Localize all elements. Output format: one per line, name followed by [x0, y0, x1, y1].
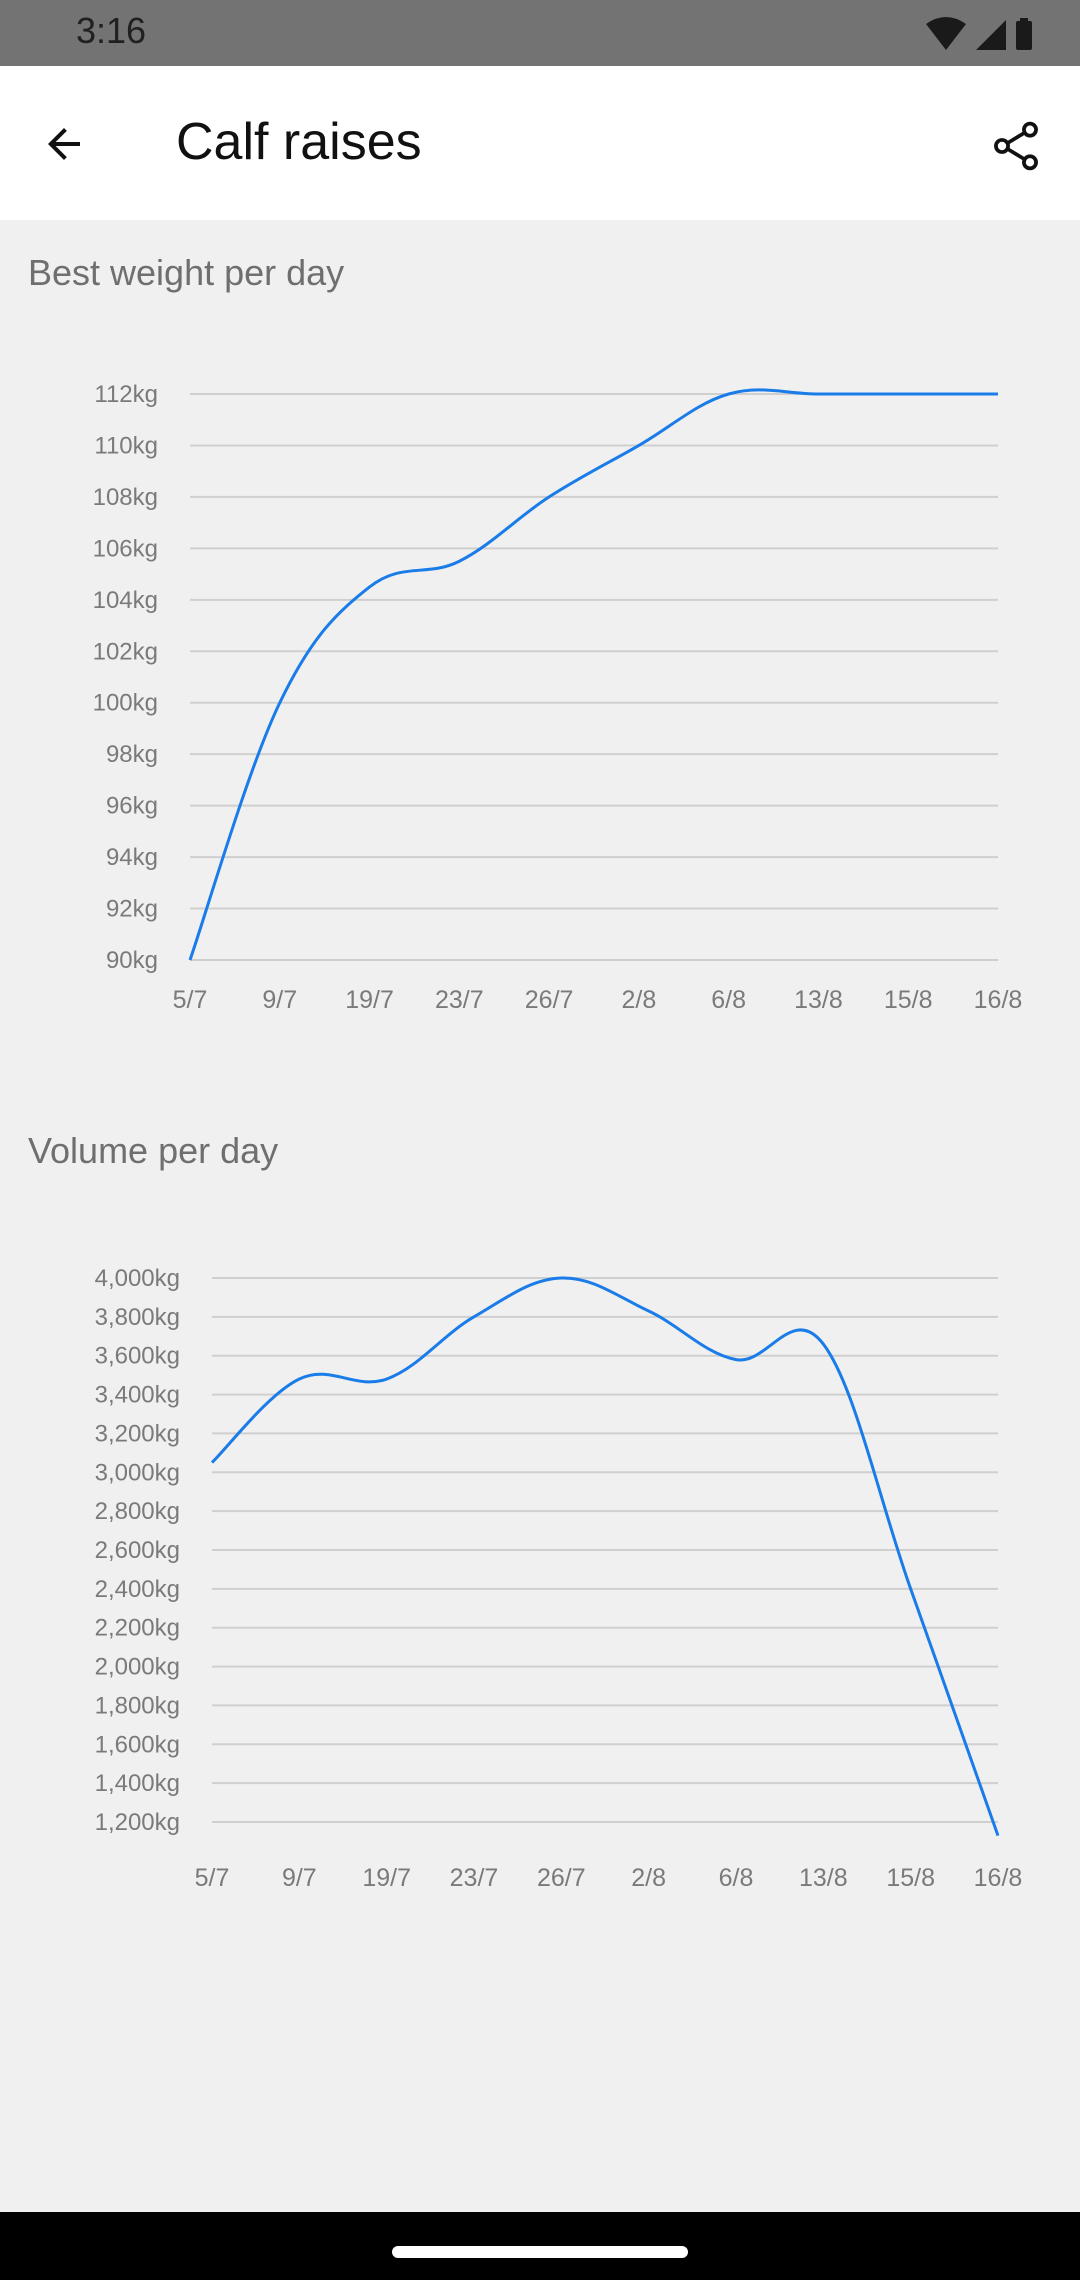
y-tick-label: 2,600kg	[95, 1537, 180, 1564]
series-line	[210, 1276, 1000, 1837]
x-tick-label: 26/7	[537, 1864, 586, 1892]
x-tick-label: 15/8	[886, 1864, 935, 1892]
home-gesture-pill[interactable]	[392, 2246, 688, 2258]
y-tick-label: 4,000kg	[95, 1265, 180, 1292]
status-icons	[926, 17, 1032, 50]
x-tick-label: 6/8	[711, 986, 746, 1014]
x-tick-label: 5/7	[173, 986, 208, 1014]
y-tick-label: 102kg	[93, 638, 158, 665]
x-tick-label: 19/7	[362, 1864, 411, 1892]
x-tick-label: 16/8	[974, 986, 1023, 1014]
y-tick-label: 100kg	[93, 690, 158, 717]
battery-icon	[1016, 18, 1032, 50]
series-line	[188, 388, 998, 961]
y-tick-label: 98kg	[106, 741, 158, 768]
x-tick-label: 9/7	[282, 1864, 317, 1892]
x-tick-label: 2/8	[622, 986, 657, 1014]
x-tick-label: 13/8	[799, 1864, 848, 1892]
chart-title-best-weight: Best weight per day	[28, 252, 345, 293]
app-bar: Calf raises	[0, 66, 1080, 220]
y-tick-label: 3,200kg	[95, 1420, 180, 1447]
y-tick-label: 3,600kg	[95, 1343, 180, 1370]
signal-icon	[976, 20, 1006, 50]
page-title: Calf raises	[176, 113, 422, 171]
y-tick-label: 2,800kg	[95, 1498, 180, 1525]
x-tick-label: 15/8	[884, 986, 933, 1014]
y-tick-label: 96kg	[106, 793, 158, 820]
back-button[interactable]	[28, 108, 100, 180]
y-tick-label: 3,400kg	[95, 1382, 180, 1409]
y-tick-label: 1,800kg	[95, 1692, 180, 1719]
best-weight-chart: 90kg 92kg 94kg 96kg 98kg 100kg 102kg 104kg 106kg…	[93, 381, 1023, 1014]
y-tick-label: 108kg	[93, 484, 158, 511]
y-tick-label: 106kg	[93, 535, 158, 562]
share-button[interactable]	[976, 106, 1056, 186]
x-tick-label: 13/8	[794, 986, 843, 1014]
y-tick-label: 2,400kg	[95, 1576, 180, 1603]
arrow-back-icon	[48, 128, 80, 160]
volume-chart: 1,200kg 1,400kg 1,600kg 1,800kg 2,000kg 2,200…	[95, 1265, 1023, 1892]
x-tick-label: 9/7	[262, 986, 297, 1014]
status-time: 3:16	[76, 10, 147, 51]
x-tick-label: 23/7	[435, 986, 484, 1014]
y-tick-label: 1,200kg	[95, 1809, 180, 1836]
x-tick-label: 5/7	[195, 1864, 230, 1892]
x-tick-label: 23/7	[450, 1864, 499, 1892]
y-tick-label: 3,800kg	[95, 1304, 180, 1331]
y-tick-label: 3,000kg	[95, 1459, 180, 1486]
y-tick-label: 94kg	[106, 844, 158, 871]
y-tick-label: 104kg	[93, 587, 158, 614]
y-tick-label: 92kg	[106, 896, 158, 923]
y-tick-label: 2,200kg	[95, 1615, 180, 1642]
y-tick-label: 2,000kg	[95, 1654, 180, 1681]
y-tick-label: 112kg	[94, 381, 158, 408]
y-tick-label: 90kg	[106, 947, 158, 974]
x-tick-label: 6/8	[719, 1864, 754, 1892]
status-bar: 3:16	[0, 0, 1080, 66]
wifi-icon	[926, 17, 966, 50]
x-tick-label: 16/8	[974, 1864, 1023, 1892]
y-tick-label: 110kg	[94, 432, 158, 459]
x-tick-label: 26/7	[525, 986, 574, 1014]
chart-title-volume: Volume per day	[28, 1130, 279, 1171]
share-icon	[994, 121, 1038, 171]
y-tick-label: 1,600kg	[95, 1731, 180, 1758]
y-tick-label: 1,400kg	[95, 1770, 180, 1797]
x-tick-label: 2/8	[631, 1864, 666, 1892]
x-tick-label: 19/7	[345, 986, 394, 1014]
